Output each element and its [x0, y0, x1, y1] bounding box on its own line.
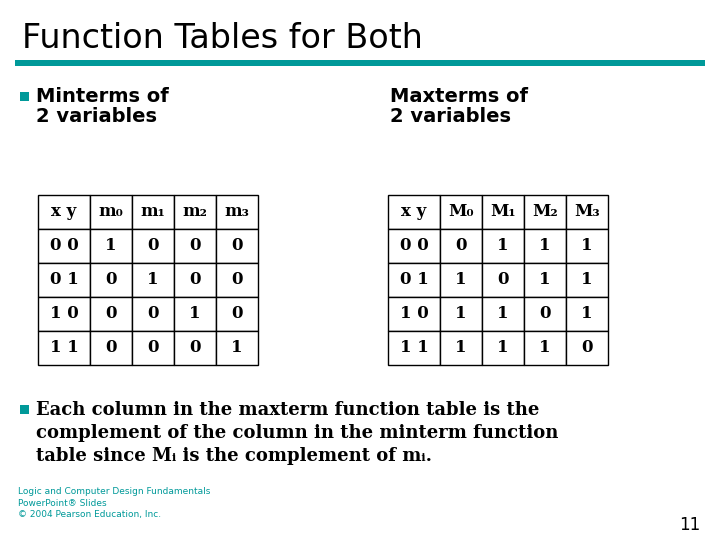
FancyBboxPatch shape [440, 297, 482, 331]
Text: 0: 0 [105, 306, 117, 322]
Text: 11: 11 [679, 516, 700, 534]
Text: 0: 0 [539, 306, 551, 322]
FancyBboxPatch shape [216, 229, 258, 263]
FancyBboxPatch shape [388, 331, 440, 365]
FancyBboxPatch shape [566, 229, 608, 263]
Text: 0: 0 [498, 272, 509, 288]
FancyBboxPatch shape [132, 297, 174, 331]
FancyBboxPatch shape [524, 331, 566, 365]
FancyBboxPatch shape [566, 297, 608, 331]
Text: 0: 0 [105, 272, 117, 288]
Text: 1: 1 [498, 238, 509, 254]
Text: Each column in the maxterm function table is the: Each column in the maxterm function tabl… [36, 401, 539, 419]
Text: M₀: M₀ [448, 204, 474, 220]
Text: 2 variables: 2 variables [390, 107, 511, 126]
FancyBboxPatch shape [388, 263, 440, 297]
Text: 1: 1 [455, 306, 467, 322]
Text: 2 variables: 2 variables [36, 107, 157, 126]
Text: 1: 1 [148, 272, 158, 288]
FancyBboxPatch shape [174, 331, 216, 365]
FancyBboxPatch shape [566, 263, 608, 297]
FancyBboxPatch shape [174, 195, 216, 229]
FancyBboxPatch shape [216, 195, 258, 229]
FancyBboxPatch shape [482, 331, 524, 365]
Text: M₂: M₂ [532, 204, 558, 220]
Text: 0 0: 0 0 [400, 238, 428, 254]
Text: complement of the column in the minterm function: complement of the column in the minterm … [36, 424, 559, 442]
FancyBboxPatch shape [388, 195, 440, 229]
Text: M₁: M₁ [490, 204, 516, 220]
Text: 1: 1 [581, 272, 593, 288]
Text: M₃: M₃ [574, 204, 600, 220]
FancyBboxPatch shape [388, 297, 440, 331]
FancyBboxPatch shape [482, 297, 524, 331]
Text: 0: 0 [231, 238, 243, 254]
Text: 1 0: 1 0 [400, 306, 428, 322]
Text: 1 1: 1 1 [50, 340, 78, 356]
Text: m₁: m₁ [140, 204, 166, 220]
Text: 0: 0 [148, 306, 158, 322]
FancyBboxPatch shape [38, 263, 90, 297]
Text: 1: 1 [498, 306, 509, 322]
Text: 1: 1 [581, 238, 593, 254]
Text: 0: 0 [189, 340, 201, 356]
FancyBboxPatch shape [440, 331, 482, 365]
FancyBboxPatch shape [482, 263, 524, 297]
FancyBboxPatch shape [132, 229, 174, 263]
FancyBboxPatch shape [216, 263, 258, 297]
Text: 0: 0 [581, 340, 593, 356]
FancyBboxPatch shape [90, 331, 132, 365]
FancyBboxPatch shape [440, 229, 482, 263]
FancyBboxPatch shape [174, 297, 216, 331]
Text: 1: 1 [539, 238, 551, 254]
FancyBboxPatch shape [174, 263, 216, 297]
Text: m₂: m₂ [183, 204, 207, 220]
Text: 0: 0 [189, 272, 201, 288]
Text: table since Mᵢ is the complement of mᵢ.: table since Mᵢ is the complement of mᵢ. [36, 447, 432, 465]
FancyBboxPatch shape [524, 297, 566, 331]
Text: PowerPoint® Slides: PowerPoint® Slides [18, 498, 107, 508]
FancyBboxPatch shape [38, 297, 90, 331]
FancyBboxPatch shape [38, 195, 90, 229]
Text: 0: 0 [148, 238, 158, 254]
Text: 1 0: 1 0 [50, 306, 78, 322]
FancyBboxPatch shape [524, 263, 566, 297]
FancyBboxPatch shape [38, 331, 90, 365]
FancyBboxPatch shape [20, 405, 29, 414]
FancyBboxPatch shape [38, 229, 90, 263]
FancyBboxPatch shape [524, 195, 566, 229]
FancyBboxPatch shape [132, 195, 174, 229]
Text: 0: 0 [105, 340, 117, 356]
FancyBboxPatch shape [524, 229, 566, 263]
Text: Logic and Computer Design Fundamentals: Logic and Computer Design Fundamentals [18, 488, 210, 496]
Text: 0 1: 0 1 [50, 272, 78, 288]
Text: 1: 1 [455, 272, 467, 288]
FancyBboxPatch shape [132, 263, 174, 297]
FancyBboxPatch shape [132, 331, 174, 365]
FancyBboxPatch shape [90, 297, 132, 331]
Text: 1 1: 1 1 [400, 340, 428, 356]
Text: m₃: m₃ [225, 204, 249, 220]
Text: 1: 1 [105, 238, 117, 254]
Text: Maxterms of: Maxterms of [390, 87, 528, 106]
Text: 0 1: 0 1 [400, 272, 428, 288]
Text: 1: 1 [539, 272, 551, 288]
Text: Minterms of: Minterms of [36, 87, 168, 106]
Text: Function Tables for Both: Function Tables for Both [22, 22, 423, 55]
Text: m₀: m₀ [99, 204, 123, 220]
FancyBboxPatch shape [216, 331, 258, 365]
Text: 1: 1 [498, 340, 509, 356]
FancyBboxPatch shape [566, 331, 608, 365]
FancyBboxPatch shape [482, 229, 524, 263]
FancyBboxPatch shape [90, 195, 132, 229]
Text: 0 0: 0 0 [50, 238, 78, 254]
Text: x y: x y [401, 204, 427, 220]
FancyBboxPatch shape [216, 297, 258, 331]
Text: 0: 0 [148, 340, 158, 356]
FancyBboxPatch shape [566, 195, 608, 229]
Text: x y: x y [51, 204, 76, 220]
FancyBboxPatch shape [90, 263, 132, 297]
Text: 1: 1 [189, 306, 201, 322]
FancyBboxPatch shape [440, 263, 482, 297]
